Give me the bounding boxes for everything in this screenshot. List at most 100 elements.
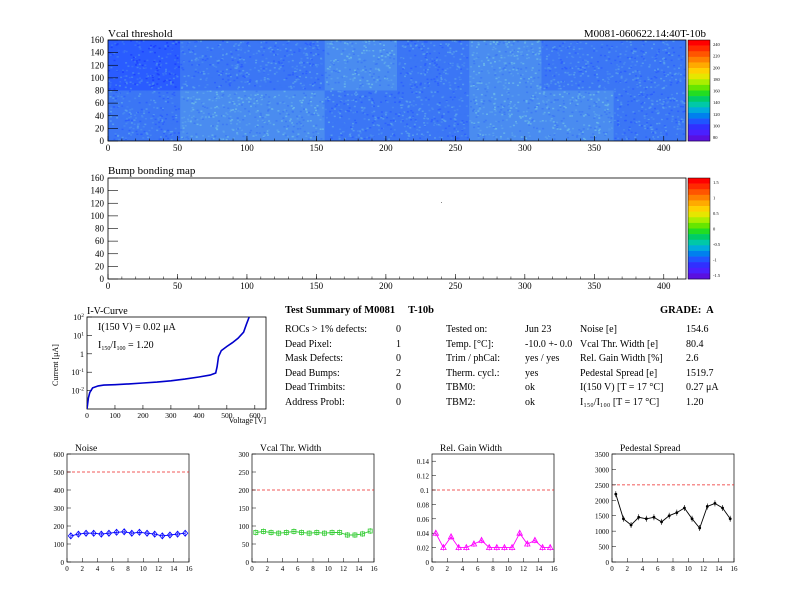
vcal-pixel	[241, 90, 244, 93]
vcal-pixel	[242, 119, 245, 121]
vcal-pixel	[353, 48, 356, 50]
data-point	[105, 529, 112, 537]
vcal-pixel	[508, 113, 510, 115]
vcal-pixel	[346, 43, 349, 46]
vcal-pixel	[671, 47, 674, 49]
vcal-pixel	[560, 81, 563, 83]
vcal-pixel	[266, 78, 269, 80]
vcal-pixel	[342, 50, 345, 52]
vcal-pixel	[427, 68, 429, 71]
vcal-pixel	[525, 67, 528, 69]
vcal-pixel	[423, 87, 426, 89]
vcal-pixel	[524, 40, 527, 43]
vcal-pixel	[654, 55, 657, 58]
vcal-pixel	[298, 115, 301, 117]
vcal-pixel	[498, 67, 501, 69]
vcal-pixel	[273, 88, 276, 90]
vcal-pixel	[608, 112, 611, 114]
vcal-pixel	[195, 41, 198, 44]
vcal-pixel	[160, 107, 163, 109]
vcal-pixel	[386, 100, 389, 103]
vcal-pixel	[400, 85, 403, 87]
vcal-pixel	[424, 43, 427, 45]
vcal-pixel	[390, 92, 392, 94]
vcal-pixel	[430, 80, 433, 82]
vcal-pixel	[303, 78, 306, 81]
vcal-pixel	[451, 53, 454, 55]
vcal-pixel	[650, 81, 653, 84]
vcal-pixel	[656, 52, 659, 54]
vcal-pixel	[148, 47, 151, 50]
vcal-pixel	[316, 41, 319, 43]
vcal-pixel	[331, 112, 333, 114]
vcal-pixel	[509, 107, 512, 109]
vcal-pixel	[423, 41, 426, 43]
vcal-pixel	[222, 104, 225, 107]
vcal-pixel	[349, 42, 352, 44]
vcal-pixel	[424, 63, 427, 65]
vcal-pixel	[437, 108, 440, 111]
vcal-pixel	[624, 101, 627, 104]
vcal-pixel	[305, 72, 308, 75]
vcal-pixel	[581, 111, 584, 113]
vcal-pixel	[223, 43, 226, 45]
vcal-pixel	[312, 68, 315, 70]
vcal-pixel	[283, 79, 286, 81]
vcal-pixel	[153, 60, 156, 63]
vcal-pixel	[213, 99, 216, 102]
vcal-pixel	[430, 71, 433, 73]
vcal-pixel	[178, 66, 180, 68]
vcal-pixel	[266, 117, 269, 119]
vcal-pixel	[470, 100, 472, 103]
vcal-pixel	[222, 115, 225, 117]
vcal-pixel	[663, 86, 666, 89]
vcal-pixel	[123, 98, 126, 100]
vcal-pixel	[664, 49, 667, 51]
vcal-pixel	[676, 92, 678, 95]
vcal-pixel	[115, 84, 118, 86]
vcal-pixel	[372, 77, 375, 79]
vcal-pixel	[416, 128, 419, 131]
vcal-pixel	[302, 79, 305, 81]
vcal-pixel	[454, 131, 457, 133]
vcal-pixel	[615, 64, 618, 66]
vcal-pixel	[350, 126, 352, 128]
vcal-pixel	[616, 80, 619, 82]
vcal-pixel	[507, 98, 510, 100]
vcal-pixel	[654, 56, 657, 58]
vcal-pixel	[127, 119, 130, 121]
vcal-pixel	[247, 81, 250, 84]
vcal-pixel	[486, 56, 489, 59]
vcal-pixel	[401, 119, 404, 121]
vcal-pixel	[292, 124, 295, 126]
vcal-pixel	[299, 82, 302, 85]
vcal-pixel	[394, 120, 397, 122]
vcal-pixel	[219, 44, 222, 46]
vcal-pixel	[487, 59, 490, 62]
vcal-pixel	[427, 98, 430, 101]
vcal-pixel	[538, 92, 541, 95]
map-y-tick-label: 60	[95, 98, 105, 108]
vcal-pixel	[368, 99, 371, 101]
vcal-pixel	[466, 57, 469, 59]
vcal-pixel	[555, 71, 558, 74]
vcal-pixel	[402, 111, 404, 114]
vcal-pixel	[511, 49, 514, 51]
vcal-pixel	[431, 119, 434, 121]
vcal-pixel	[108, 84, 110, 87]
vcal-pixel	[669, 90, 672, 93]
vcal-pixel	[167, 101, 170, 103]
vcal-pixel	[424, 82, 426, 85]
vcal-pixel	[475, 86, 478, 88]
vcal-pixel	[372, 102, 375, 104]
vcal-pixel	[651, 126, 654, 128]
vcal-pixel	[445, 86, 448, 88]
vcal-pixel	[292, 45, 295, 47]
vcal-pixel	[583, 67, 586, 69]
vcal-pixel	[362, 95, 364, 97]
vcal-pixel	[126, 106, 129, 108]
vcal-pixel	[300, 60, 303, 63]
vcal-pixel	[516, 70, 518, 73]
vcal-pixel	[166, 84, 168, 86]
vcal-pixel	[236, 123, 238, 125]
